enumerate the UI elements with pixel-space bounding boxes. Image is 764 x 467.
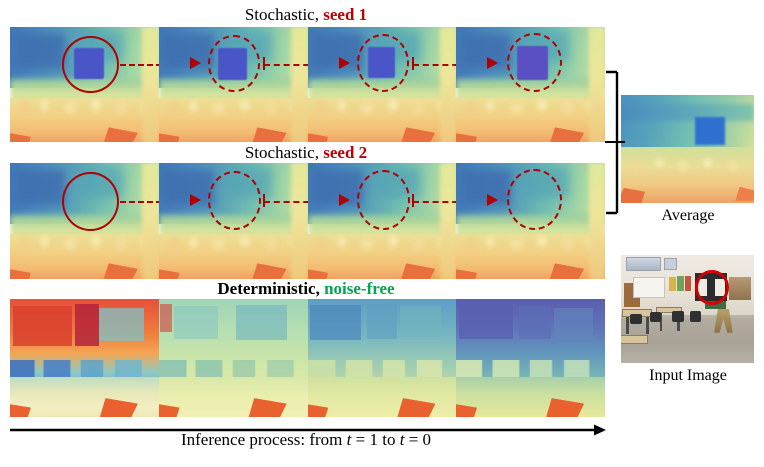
flow-arrowhead-row1-2 <box>338 56 350 69</box>
highlight-circle-row2-t1 <box>62 172 119 232</box>
depth-strip-stochastic-seed-2 <box>10 163 605 281</box>
flow-tick-row1-3 <box>411 56 414 70</box>
equals-end: = <box>408 430 419 449</box>
frame-row2-t4 <box>456 163 605 281</box>
flow-arrowhead-row1-3 <box>487 56 499 69</box>
flow-arrow-line-row1-2 <box>264 63 308 66</box>
row2-caption-main: Stochastic, <box>244 143 319 162</box>
flow-tick-row2-3 <box>411 193 414 207</box>
frame-row1-t4 <box>456 27 605 145</box>
frame-row2-t1 <box>10 163 159 281</box>
flow-arrowhead-row2-1 <box>189 193 201 206</box>
row-caption-stochastic-seed-2: Stochastic, seed 2 <box>0 142 612 163</box>
frame-row3-t3 <box>307 299 457 417</box>
flow-arrowhead-row2-2 <box>338 193 350 206</box>
frame-row3-t2 <box>158 299 308 417</box>
inference-process-caption: Inference process: from t = 1 to t = 0 <box>0 430 612 450</box>
row-caption-deterministic: Deterministic, noise-free <box>0 279 612 298</box>
flow-arrow-line-row1-3 <box>413 63 457 66</box>
depth-map-row3-t2 <box>158 299 308 417</box>
flow-tick-row2-2 <box>262 193 265 207</box>
depth-map-row2-t4 <box>456 163 605 281</box>
row2-caption-highlight: seed 2 <box>323 143 368 162</box>
highlight-circle-row1-t4 <box>506 32 562 92</box>
depth-map-row2-t3 <box>307 163 457 281</box>
highlight-circle-row1-t3 <box>356 34 409 92</box>
t-value-start: 1 <box>369 430 378 449</box>
inference-caption-mid: to <box>382 430 396 449</box>
flow-arrow-line-row1-1 <box>120 63 159 66</box>
depth-map-row3-t3 <box>307 299 457 417</box>
t-value-end: 0 <box>422 430 432 449</box>
depth-map-row3-t1 <box>10 299 159 417</box>
average-depth-image <box>621 95 754 203</box>
input-photo-image <box>621 255 754 363</box>
t-symbol-start: t <box>346 430 352 449</box>
flow-arrowhead-row1-1 <box>189 56 201 69</box>
t-symbol-end: t <box>399 430 405 449</box>
average-bracket-stub <box>605 141 625 143</box>
row3-caption-main: Deterministic, <box>217 279 320 298</box>
frame-row2-t3 <box>307 163 457 281</box>
flow-arrow-line-row2-3 <box>413 200 457 203</box>
depth-map-row3-t4 <box>456 299 605 417</box>
flow-tick-row1-2 <box>262 56 265 70</box>
inference-caption-prefix: Inference process: from <box>180 430 343 449</box>
highlight-circle-row1-t2 <box>207 35 260 92</box>
frame-row3-t4 <box>456 299 605 417</box>
row3-caption-highlight: noise-free <box>324 279 395 298</box>
flow-arrow-line-row2-1 <box>120 200 159 203</box>
input-highlight-circle <box>695 270 729 305</box>
highlight-circle-row2-t2 <box>207 171 262 231</box>
frame-row1-t1 <box>10 27 159 145</box>
average-label: Average <box>661 207 715 224</box>
depth-map-row2-t2 <box>158 163 308 281</box>
row1-caption-highlight: seed 1 <box>323 5 368 24</box>
frame-row1-t2 <box>158 27 308 145</box>
frame-row1-t3 <box>307 27 457 145</box>
inference-process-arrow <box>10 424 606 436</box>
input-image-label: Input Image <box>649 367 727 384</box>
flow-arrowhead-row2-3 <box>487 193 499 206</box>
row-caption-stochastic-seed-1: Stochastic, seed 1 <box>0 6 612 23</box>
frame-row3-t1 <box>10 299 159 417</box>
flow-arrow-line-row2-2 <box>264 200 308 203</box>
depth-strip-deterministic <box>10 299 605 417</box>
frame-row2-t2 <box>158 163 308 281</box>
equals-start: = <box>355 430 366 449</box>
highlight-circle-row2-t4 <box>506 168 562 231</box>
highlight-circle-row2-t3 <box>356 170 411 231</box>
highlight-circle-row1-t1 <box>62 36 119 94</box>
depth-strip-stochastic-seed-1 <box>10 27 605 145</box>
row1-caption-main: Stochastic, <box>244 5 319 24</box>
